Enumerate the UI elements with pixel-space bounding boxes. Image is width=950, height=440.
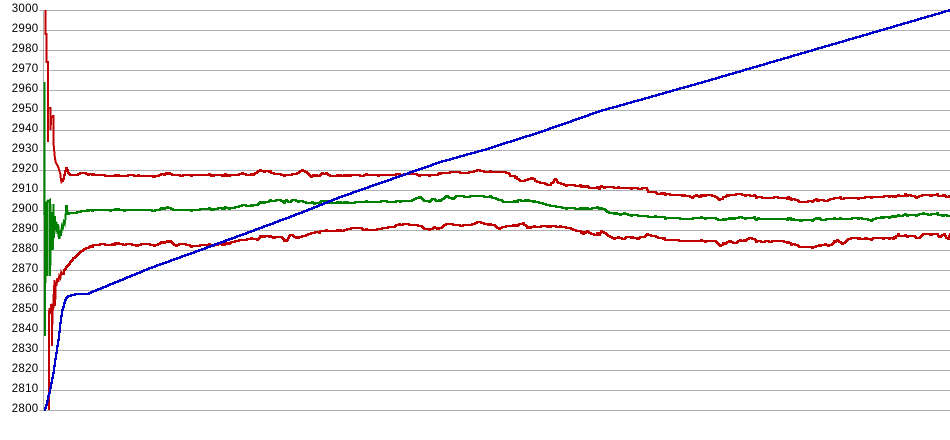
svg-text:2920: 2920 xyxy=(12,163,39,175)
svg-text:2820: 2820 xyxy=(12,363,39,375)
svg-text:2970: 2970 xyxy=(12,63,39,75)
svg-text:2880: 2880 xyxy=(12,243,39,255)
svg-text:2810: 2810 xyxy=(12,383,39,395)
svg-text:2830: 2830 xyxy=(12,343,39,355)
svg-text:2850: 2850 xyxy=(12,303,39,315)
svg-text:2890: 2890 xyxy=(12,223,39,235)
svg-text:2960: 2960 xyxy=(12,83,39,95)
svg-text:2860: 2860 xyxy=(12,283,39,295)
svg-text:2910: 2910 xyxy=(12,183,39,195)
svg-text:2990: 2990 xyxy=(12,23,39,35)
svg-text:2930: 2930 xyxy=(12,143,39,155)
svg-text:2900: 2900 xyxy=(12,203,39,215)
svg-text:2840: 2840 xyxy=(12,323,39,335)
svg-text:2800: 2800 xyxy=(12,403,39,415)
svg-text:2940: 2940 xyxy=(12,123,39,135)
svg-text:3000: 3000 xyxy=(12,3,39,15)
svg-text:2870: 2870 xyxy=(12,263,39,275)
svg-text:2980: 2980 xyxy=(12,43,39,55)
svg-text:2950: 2950 xyxy=(12,103,39,115)
